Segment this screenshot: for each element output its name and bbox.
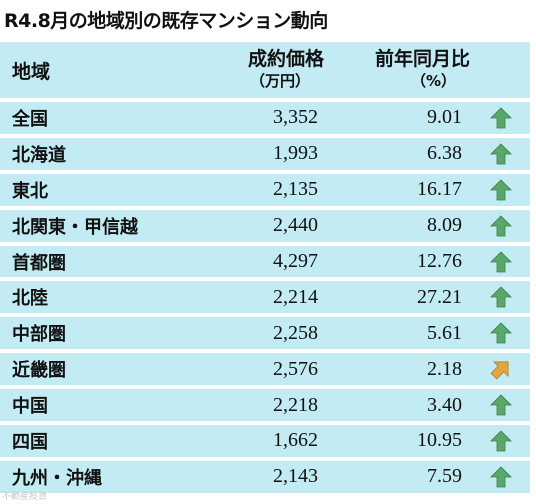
cell-trend xyxy=(472,389,530,422)
up-arrow-icon xyxy=(490,394,512,416)
page-title: R4.8月の地域別の既存マンション動向 xyxy=(4,10,328,32)
cell-area: 中国 xyxy=(0,389,186,422)
table-row: 北海道 1,993 6.38 xyxy=(0,137,530,170)
cell-area: 首都圏 xyxy=(0,245,186,278)
cell-price: 2,218 xyxy=(186,389,334,422)
regional-price-table: 地域 成約価格 （万円） 前年同月比 （%） 全国 3,352 9.01 北海道 1,9… xyxy=(0,38,530,497)
up-arrow-icon xyxy=(490,430,512,452)
table-row: 北関東・甲信越 2,440 8.09 xyxy=(0,209,530,242)
cell-price: 2,576 xyxy=(186,353,334,386)
cell-trend xyxy=(472,173,530,206)
cell-change: 9.01 xyxy=(334,102,472,134)
header-price-unit: （万円） xyxy=(249,72,310,90)
cell-trend xyxy=(472,281,530,314)
up-arrow-icon xyxy=(490,250,512,272)
table-row: 中国 2,218 3.40 xyxy=(0,389,530,422)
cell-area: 全国 xyxy=(0,102,186,134)
cell-change: 3.40 xyxy=(334,389,472,422)
cell-price: 2,440 xyxy=(186,209,334,242)
up-arrow-icon xyxy=(490,466,512,488)
cell-change: 6.38 xyxy=(334,137,472,170)
cell-price: 4,297 xyxy=(186,245,334,278)
up-arrow-icon xyxy=(490,107,512,129)
header-trend xyxy=(472,42,530,98)
cell-price: 2,214 xyxy=(186,281,334,314)
cell-trend xyxy=(472,209,530,242)
table-row: 近畿圏 2,576 2.18 xyxy=(0,353,530,386)
cell-area: 四国 xyxy=(0,425,186,457)
cell-change: 5.61 xyxy=(334,317,472,350)
up-arrow-icon xyxy=(490,286,512,308)
cell-change: 27.21 xyxy=(334,281,472,314)
up-arrow-icon xyxy=(490,215,512,237)
cell-area: 近畿圏 xyxy=(0,353,186,386)
table-row: 北陸 2,214 27.21 xyxy=(0,281,530,314)
cell-price: 2,143 xyxy=(186,460,334,493)
cell-change: 7.59 xyxy=(334,460,472,493)
table-row: 九州・沖縄 2,143 7.59 xyxy=(0,460,530,493)
header-change-label: 前年同月比 xyxy=(374,48,470,70)
cell-trend xyxy=(472,137,530,170)
cell-price: 3,352 xyxy=(186,102,334,134)
header-change-unit: （%） xyxy=(410,72,456,90)
watermark: 不動産投資 xyxy=(2,492,48,502)
cell-area: 中部圏 xyxy=(0,317,186,350)
diagonal-up-arrow-icon xyxy=(490,361,509,380)
cell-price: 2,135 xyxy=(186,173,334,206)
table-row: 東北 2,135 16.17 xyxy=(0,173,530,206)
cell-trend xyxy=(472,245,530,278)
cell-price: 1,662 xyxy=(186,425,334,457)
cell-area: 北陸 xyxy=(0,281,186,314)
table-header-row: 地域 成約価格 （万円） 前年同月比 （%） xyxy=(0,42,530,98)
cell-area: 東北 xyxy=(0,173,186,206)
up-arrow-icon xyxy=(490,179,512,201)
up-arrow-icon xyxy=(490,143,512,165)
cell-trend xyxy=(472,460,530,493)
header-change: 前年同月比 （%） xyxy=(334,42,472,98)
header-price: 成約価格 （万円） xyxy=(186,42,334,98)
up-arrow-icon xyxy=(490,322,512,344)
cell-price: 1,993 xyxy=(186,137,334,170)
cell-area: 北海道 xyxy=(0,137,186,170)
cell-area: 九州・沖縄 xyxy=(0,460,186,493)
table-row: 首都圏 4,297 12.76 xyxy=(0,245,530,278)
cell-price: 2,258 xyxy=(186,317,334,350)
table-row: 四国 1,662 10.95 xyxy=(0,425,530,457)
cell-change: 2.18 xyxy=(334,353,472,386)
cell-trend xyxy=(472,102,530,134)
cell-trend xyxy=(472,317,530,350)
cell-trend xyxy=(472,353,530,386)
cell-change: 10.95 xyxy=(334,425,472,457)
cell-change: 12.76 xyxy=(334,245,472,278)
header-area: 地域 xyxy=(0,42,186,98)
table-row: 中部圏 2,258 5.61 xyxy=(0,317,530,350)
cell-area: 北関東・甲信越 xyxy=(0,209,186,242)
cell-change: 8.09 xyxy=(334,209,472,242)
cell-change: 16.17 xyxy=(334,173,472,206)
header-price-label: 成約価格 xyxy=(247,48,324,70)
cell-trend xyxy=(472,425,530,457)
table-row: 全国 3,352 9.01 xyxy=(0,102,530,134)
